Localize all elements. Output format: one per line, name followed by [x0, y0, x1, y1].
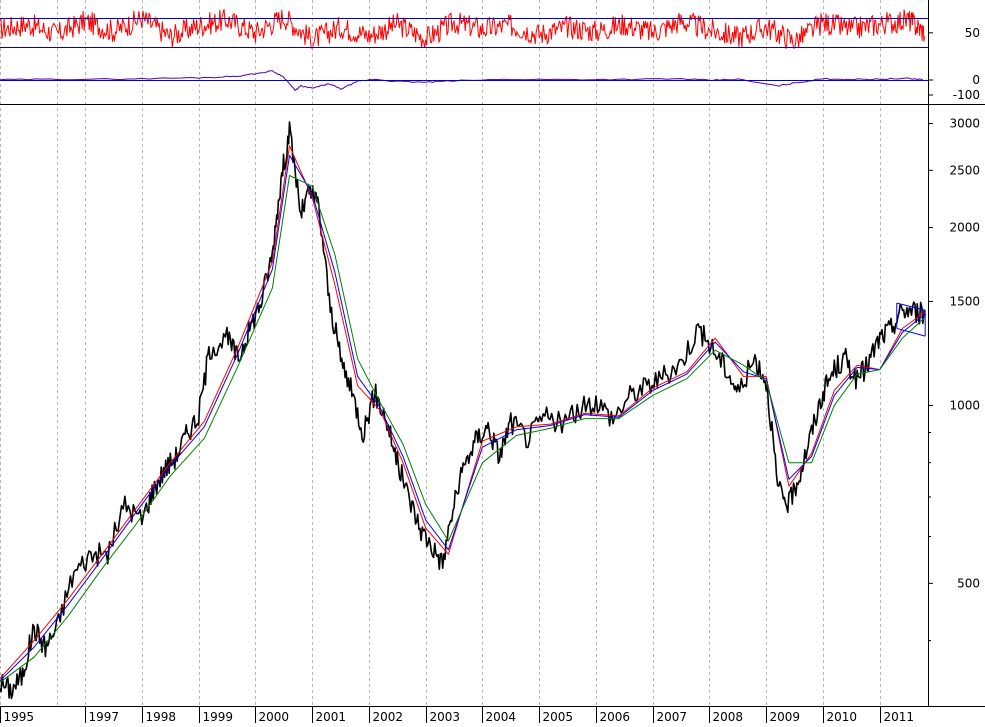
trend-channel-upper-0: [896, 302, 926, 311]
price-y-tick-label-0: 500: [957, 576, 980, 590]
x-tick-label-0: 1995: [4, 710, 35, 723]
x-tick-label-9: 2005: [543, 710, 574, 723]
frame-layer: [0, 0, 985, 707]
price-series-ma-mid: [0, 154, 926, 682]
x-tick-label-8: 2004: [486, 710, 517, 723]
x-tick-label-10: 2006: [600, 710, 631, 723]
x-tick-label-13: 2009: [770, 710, 801, 723]
x-tick-label-14: 2010: [827, 710, 858, 723]
osc-series-line-0: [0, 8, 926, 49]
price-series-ma-long: [0, 175, 926, 683]
x-tick-label-15: 2011: [884, 710, 915, 723]
momentum-y-tick-label-1: -100: [953, 88, 980, 102]
x-tick-label-7: 2003: [430, 710, 461, 723]
price-y-tick-label-1: 1000: [949, 398, 980, 412]
price-y-tick-label-2: 1500: [949, 294, 980, 308]
x-tick-label-1: 1997: [89, 710, 120, 723]
momentum-series-line-0: [0, 70, 924, 92]
series-layer: [0, 8, 926, 700]
osc-y-tick-label-0: 50: [965, 26, 980, 40]
x-tick-label-11: 2007: [657, 710, 688, 723]
price-y-tick-label-4: 2500: [949, 163, 980, 177]
x-tick-label-6: 2002: [373, 710, 404, 723]
trend-channel-lower-0: [896, 327, 926, 337]
x-tick-label-4: 2000: [259, 710, 290, 723]
price-y-tick-label-3: 2000: [949, 221, 980, 235]
momentum-y-tick-label-0: 0: [972, 73, 980, 87]
x-tick-label-12: 2008: [713, 710, 744, 723]
grid-layer: [0, 0, 881, 706]
x-tick-label-2: 1998: [146, 710, 177, 723]
price-y-tick-label-5: 3000: [949, 117, 980, 131]
x-tick-label-5: 2001: [316, 710, 347, 723]
x-tick-label-3: 1999: [203, 710, 234, 723]
